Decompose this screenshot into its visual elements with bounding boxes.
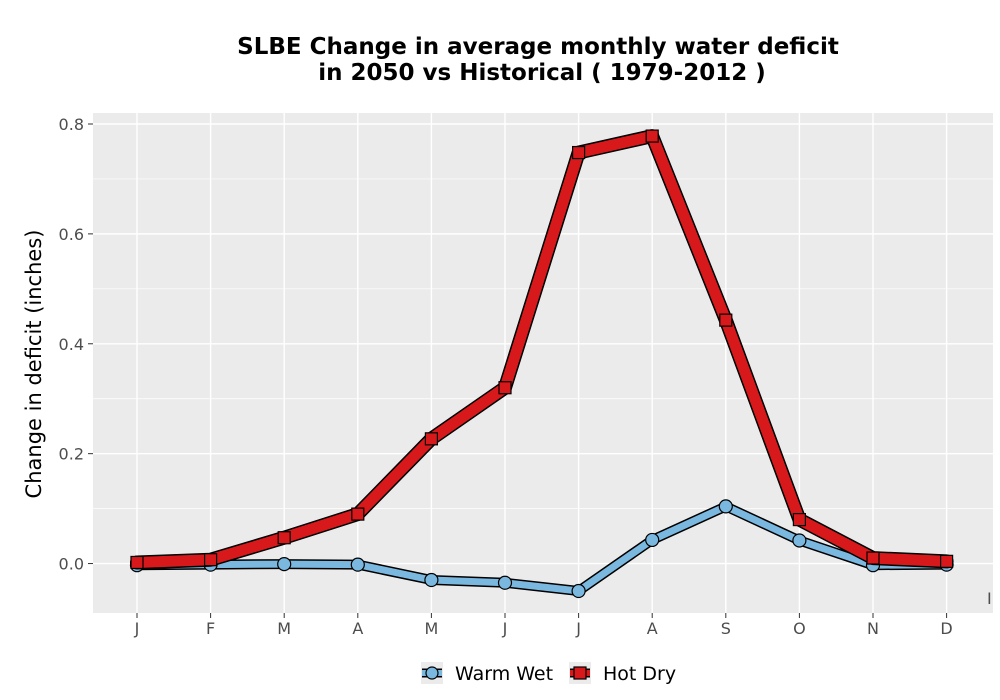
legend: Warm Wet Hot Dry <box>421 662 676 685</box>
grid-lines <box>93 113 993 613</box>
data-point <box>130 555 144 570</box>
data-point <box>645 129 659 143</box>
legend-item-warm-wet: Warm Wet <box>421 662 553 685</box>
data-point <box>277 556 292 572</box>
legend-label: Hot Dry <box>603 663 676 685</box>
x-tick-label: F <box>206 619 215 638</box>
x-tick-label: J <box>502 619 508 638</box>
x-tick-label: J <box>134 619 140 638</box>
data-point <box>645 532 660 548</box>
y-tick-label: 0.2 <box>59 445 84 464</box>
plot-panel <box>93 113 993 613</box>
data-point <box>571 583 586 599</box>
series-hot-dry <box>130 129 954 570</box>
x-tick-label: O <box>793 619 806 638</box>
data-point <box>571 145 586 160</box>
data-point <box>718 499 733 514</box>
y-axis-label: Change in deficit (inches) <box>22 230 46 499</box>
y-axis: 0.0 0.2 0.4 0.6 0.8 <box>59 115 93 574</box>
x-tick-label: S <box>721 619 731 638</box>
data-point <box>204 553 218 567</box>
x-tick-label: D <box>940 619 952 638</box>
data-point <box>424 572 439 588</box>
data-point <box>498 381 512 395</box>
x-tick-label: A <box>352 619 363 638</box>
data-point <box>792 512 807 527</box>
x-tick-label: N <box>867 619 879 638</box>
x-tick-label: J <box>575 619 581 638</box>
series-layer <box>129 129 954 599</box>
y-tick-label: 0.0 <box>59 555 84 574</box>
legend-key-marker <box>573 666 587 680</box>
x-tick-label: A <box>647 619 658 638</box>
data-point <box>277 531 291 545</box>
y-tick-label: 0.4 <box>59 335 84 354</box>
y-tick-label: 0.8 <box>59 115 84 134</box>
data-point <box>719 313 733 327</box>
legend-key-marker <box>425 666 439 680</box>
data-point <box>350 557 365 572</box>
data-point <box>939 554 954 568</box>
x-tick-label: M <box>424 619 438 638</box>
data-point <box>866 551 880 565</box>
chart-title-line-1: SLBE Change in average monthly water def… <box>237 34 839 60</box>
chart-title-line-2: in 2050 vs Historical ( 1979-2012 ) <box>318 60 765 86</box>
y-tick-label: 0.6 <box>59 225 84 244</box>
data-point <box>351 507 365 521</box>
data-point <box>792 533 807 548</box>
data-point <box>424 432 438 446</box>
series-line <box>131 130 953 568</box>
legend-item-hot-dry: Hot Dry <box>569 662 676 685</box>
series-line <box>133 502 951 595</box>
edge-label: I <box>987 589 992 608</box>
data-point <box>497 575 513 590</box>
x-tick-label: M <box>277 619 291 638</box>
legend-label: Warm Wet <box>455 663 553 685</box>
